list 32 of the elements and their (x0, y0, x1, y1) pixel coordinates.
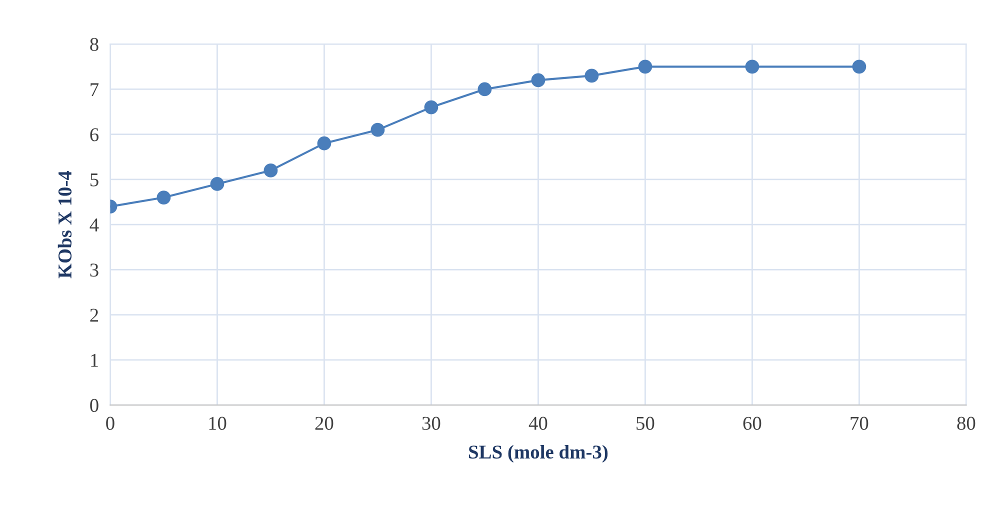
y-tick-label: 0 (90, 398, 98, 412)
x-tick-label: 0 (106, 416, 114, 430)
y-tick-label: 3 (90, 264, 98, 277)
x-tick-label: 20 (315, 416, 334, 430)
x-tick-label: 10 (209, 416, 226, 430)
point (745, 60, 760, 74)
x-tick-label: 60 (743, 416, 762, 430)
point (638, 60, 652, 74)
point (531, 73, 546, 88)
x-tick-label: 70 (850, 416, 868, 430)
point (210, 177, 224, 191)
x-tick-label: 50 (636, 416, 654, 430)
point (156, 190, 171, 204)
point (852, 60, 866, 74)
y-tick-label: 7 (90, 83, 99, 96)
x-tick-label: 80 (957, 416, 976, 430)
y-tick-label: 5 (90, 173, 98, 186)
y-tick-label: 8 (90, 38, 98, 52)
point (424, 100, 438, 114)
point (264, 164, 278, 178)
x-tick-label: 30 (422, 416, 440, 430)
point (317, 136, 332, 150)
y-tick-label: 6 (90, 128, 99, 142)
x-tick-label: 40 (528, 416, 548, 430)
y-tick-label: 1 (91, 354, 98, 367)
point (584, 68, 599, 83)
y-axis-title: KObs X 10-4 (58, 170, 72, 278)
point (370, 122, 385, 137)
point (478, 82, 492, 96)
y-tick-label: 2 (90, 308, 98, 322)
x-axis-title: SLS (mole dm-3) (469, 444, 608, 463)
y-tick-label: 4 (90, 218, 99, 232)
